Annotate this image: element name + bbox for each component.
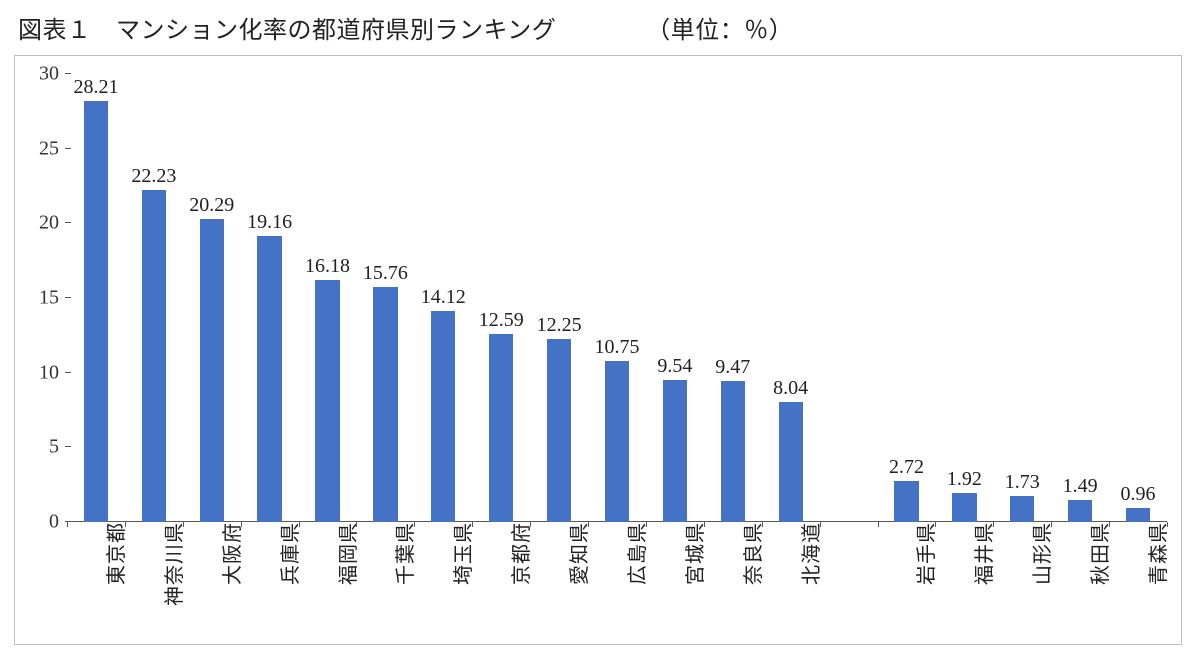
bar: 2.72 bbox=[894, 481, 918, 522]
value-label: 10.75 bbox=[594, 336, 639, 359]
bar: 9.47 bbox=[721, 381, 745, 522]
bar: 8.04 bbox=[779, 402, 803, 522]
value-label: 22.23 bbox=[131, 165, 176, 188]
bar-slot: 1.73山形県 bbox=[993, 74, 1051, 522]
bar: 15.76 bbox=[373, 287, 397, 522]
bar: 28.21 bbox=[84, 101, 108, 522]
value-label: 0.96 bbox=[1121, 483, 1156, 506]
value-label: 19.16 bbox=[247, 211, 292, 234]
category-label: 宮城県 bbox=[679, 522, 708, 585]
bar: 20.29 bbox=[200, 219, 224, 522]
plot-area: 28.21東京都22.23神奈川県20.29大阪府19.16兵庫県16.18福岡… bbox=[67, 74, 1167, 522]
bar-slot: 19.16兵庫県 bbox=[241, 74, 299, 522]
page: 図表１ マンション化率の都道府県別ランキング （単位：％） 28.21東京都22… bbox=[0, 0, 1200, 657]
bar: 12.25 bbox=[547, 339, 571, 522]
chart-unit: （単位：％） bbox=[646, 10, 793, 45]
category-label: 広島県 bbox=[621, 522, 650, 585]
x-tick bbox=[878, 522, 879, 527]
bar-slot: 9.54宮城県 bbox=[646, 74, 704, 522]
category-label: 神奈川県 bbox=[158, 522, 187, 606]
value-label: 12.59 bbox=[479, 309, 524, 332]
value-label: 1.92 bbox=[947, 468, 982, 491]
bar-slot: 14.12埼玉県 bbox=[414, 74, 472, 522]
bar: 10.75 bbox=[605, 361, 629, 522]
category-label: 秋田県 bbox=[1084, 522, 1113, 585]
category-label: 埼玉県 bbox=[447, 522, 476, 585]
value-label: 9.47 bbox=[715, 356, 750, 379]
category-label: 京都府 bbox=[505, 522, 534, 585]
bar-slot: 9.47奈良県 bbox=[704, 74, 762, 522]
x-tick bbox=[67, 522, 68, 527]
bar: 19.16 bbox=[257, 236, 281, 522]
y-tick-label: 25 bbox=[39, 137, 59, 160]
chart-title: 図表１ マンション化率の都道府県別ランキング bbox=[18, 10, 556, 45]
bar: 1.73 bbox=[1010, 496, 1034, 522]
y-tick-label: 0 bbox=[49, 511, 59, 534]
bar-slot: 22.23神奈川県 bbox=[125, 74, 183, 522]
category-label: 青森県 bbox=[1142, 522, 1171, 585]
y-tick-label: 5 bbox=[49, 436, 59, 459]
bar: 12.59 bbox=[489, 334, 513, 522]
bar-slot: 12.59京都府 bbox=[472, 74, 530, 522]
bar-slot: 12.25愛知県 bbox=[530, 74, 588, 522]
bar: 16.18 bbox=[315, 280, 339, 522]
bar-slot: 28.21東京都 bbox=[67, 74, 125, 522]
category-label: 東京都 bbox=[100, 522, 129, 585]
value-label: 1.73 bbox=[1005, 471, 1040, 494]
value-label: 20.29 bbox=[189, 194, 234, 217]
bar-slot: 0.96青森県 bbox=[1109, 74, 1167, 522]
value-label: 14.12 bbox=[421, 286, 466, 309]
bar-slot: 1.49秋田県 bbox=[1051, 74, 1109, 522]
y-tick-label: 10 bbox=[39, 361, 59, 384]
bar: 1.49 bbox=[1068, 500, 1092, 522]
chart-container: 28.21東京都22.23神奈川県20.29大阪府19.16兵庫県16.18福岡… bbox=[14, 55, 1182, 645]
bar-slot: 16.18福岡県 bbox=[299, 74, 357, 522]
bar: 0.96 bbox=[1126, 508, 1150, 522]
category-label: 愛知県 bbox=[563, 522, 592, 585]
category-label: 岩手県 bbox=[910, 522, 939, 585]
bar-slot: 10.75広島県 bbox=[588, 74, 646, 522]
category-label: 北海道 bbox=[795, 522, 824, 585]
category-label: 福岡県 bbox=[332, 522, 361, 585]
y-tick-label: 20 bbox=[39, 212, 59, 235]
bars-layer: 28.21東京都22.23神奈川県20.29大阪府19.16兵庫県16.18福岡… bbox=[67, 74, 1167, 522]
value-label: 12.25 bbox=[537, 314, 582, 337]
value-label: 9.54 bbox=[657, 355, 692, 378]
bar-slot: 2.72岩手県 bbox=[878, 74, 936, 522]
bar: 14.12 bbox=[431, 311, 455, 522]
bar: 1.92 bbox=[952, 493, 976, 522]
category-label: 千葉県 bbox=[389, 522, 418, 585]
category-label: 福井県 bbox=[968, 522, 997, 585]
value-label: 2.72 bbox=[889, 456, 924, 479]
value-label: 8.04 bbox=[773, 377, 808, 400]
bar-slot: 20.29大阪府 bbox=[183, 74, 241, 522]
value-label: 16.18 bbox=[305, 255, 350, 278]
chart-title-row: 図表１ マンション化率の都道府県別ランキング （単位：％） bbox=[18, 10, 1186, 45]
bar-slot: 1.92福井県 bbox=[935, 74, 993, 522]
category-label: 奈良県 bbox=[737, 522, 766, 585]
category-label: 大阪府 bbox=[216, 522, 245, 585]
value-label: 1.49 bbox=[1063, 475, 1098, 498]
bar-slot: 15.76千葉県 bbox=[356, 74, 414, 522]
category-label: 兵庫県 bbox=[274, 522, 303, 585]
value-label: 15.76 bbox=[363, 262, 408, 285]
y-tick-label: 30 bbox=[39, 63, 59, 86]
y-tick-label: 15 bbox=[39, 287, 59, 310]
bar-slot: 8.04北海道 bbox=[762, 74, 820, 522]
category-label: 山形県 bbox=[1026, 522, 1055, 585]
bar: 22.23 bbox=[142, 190, 166, 522]
value-label: 28.21 bbox=[73, 76, 118, 99]
bar: 9.54 bbox=[663, 380, 687, 522]
